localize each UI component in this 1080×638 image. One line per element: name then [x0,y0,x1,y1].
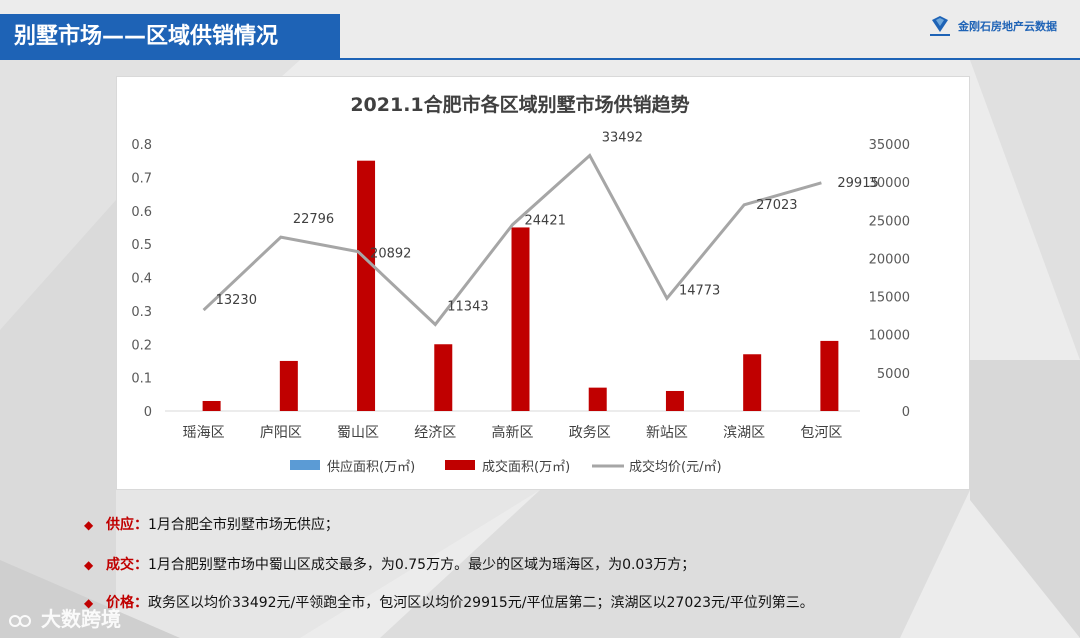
diamond-bullet-icon: ◆ [84,596,94,610]
right-tick-label: 10000 [869,329,910,344]
left-tick-label: 0.2 [131,338,152,353]
right-axis: 0 5000 10000 15000 20000 25000 30000 35000 [869,138,910,420]
right-tick-label: 30000 [869,176,910,191]
bar-deal-area [202,400,221,411]
watermark-logo-icon [9,614,31,627]
data-label: 13230 [216,293,257,308]
logo-text: 金刚石房地产云数据 [958,20,1057,33]
data-label: 11343 [447,299,488,314]
x-tick-label: 蜀山区 [337,425,379,441]
chart-panel [116,76,970,490]
left-tick-label: 0.5 [131,238,152,253]
header-divider [0,58,1080,60]
x-tick-label: 庐阳区 [260,425,302,441]
bar-deal-area [511,227,530,411]
bullet-price: ◆ 价格：政务区以均价33492元/平领跑全市，包河区以均价29915元/平位居第… [84,592,814,612]
bar-deal-area [588,387,607,411]
bar-series [202,160,839,411]
x-tick-label: 包河区 [800,425,842,441]
line-series: 13230 22796 20892 11343 24421 33492 14773 27023… [202,131,879,327]
bullet-label: 供应： [106,517,148,533]
data-label: 20892 [370,247,411,262]
legend-swatch [290,460,320,470]
x-tick-label: 滨湖区 [723,425,765,441]
left-tick-label: 0.4 [131,272,152,287]
bullet-text: 政务区以均价33492元/平领跑全市，包河区以均价29915元/平位居第二；滨湖… [148,595,814,611]
right-tick-label: 5000 [877,367,910,382]
data-label: 33492 [602,131,643,146]
data-label: 22796 [293,212,334,227]
data-label: 27023 [756,198,797,213]
bullet-deal: ◆ 成交：1月合肥别墅市场中蜀山区成交最多，为0.75万方。最少的区域为瑶海区，为… [84,554,695,574]
legend-label: 成交均价(元/㎡) [629,459,722,475]
watermark: 大数跨境 [8,603,121,632]
bullet-label: 价格： [106,595,148,611]
bar-deal-area [820,340,839,411]
left-tick-label: 0.8 [131,138,152,153]
left-axis: 0 0.1 0.2 0.3 0.4 0.5 0.6 0.7 0.8 [131,138,152,420]
legend-label: 供应面积(万㎡) [327,459,415,475]
x-tick-label: 经济区 [414,425,456,441]
bar-deal-area [665,390,684,411]
bullet-label: 成交： [106,557,148,573]
watermark-text: 大数跨境 [40,607,121,631]
left-tick-label: 0.7 [131,171,152,186]
diamond-bullet-icon: ◆ [84,558,94,572]
right-tick-label: 35000 [869,138,910,153]
bullet-text: 1月合肥别墅市场中蜀山区成交最多，为0.75万方。最少的区域为瑶海区，为0.03… [148,557,696,573]
bar-deal-area [357,160,376,411]
x-tick-label: 政务区 [569,425,611,441]
legend-swatch [445,460,475,470]
legend: 供应面积(万㎡) 成交面积(万㎡) 成交均价(元/㎡) [290,459,722,475]
left-tick-label: 0.1 [131,372,152,387]
x-axis-categories: 瑶海区 庐阳区 蜀山区 经济区 高新区 政务区 新站区 滨湖区 包河区 [183,424,843,441]
x-tick-label: 高新区 [492,424,534,441]
chart-title: 2021.1合肥市各区域别墅市场供销趋势 [350,93,689,116]
data-label: 14773 [679,283,720,298]
right-tick-label: 25000 [869,214,910,229]
legend-label: 成交面积(万㎡) [482,459,570,475]
x-tick-label: 瑶海区 [183,425,225,441]
bar-deal-area [743,354,762,411]
right-tick-label: 20000 [869,252,910,267]
left-tick-label: 0.6 [131,205,152,220]
left-tick-label: 0.3 [131,305,152,320]
right-tick-label: 15000 [869,291,910,306]
x-tick-label: 新站区 [646,425,688,441]
bullet-text: 1月合肥全市别墅市场无供应； [148,517,339,533]
data-label: 24421 [525,214,566,229]
page-title: 别墅市场——区域供销情况 [0,14,340,60]
right-tick-label: 0 [902,405,910,420]
data-label: 29915 [837,176,878,191]
bullet-supply: ◆ 供应：1月合肥全市别墅市场无供应； [84,514,339,534]
diamond-bullet-icon: ◆ [84,518,94,532]
bar-deal-area [279,360,298,411]
left-tick-label: 0 [144,405,152,420]
diamond-logo-icon [930,16,950,36]
bar-deal-area [434,344,453,411]
